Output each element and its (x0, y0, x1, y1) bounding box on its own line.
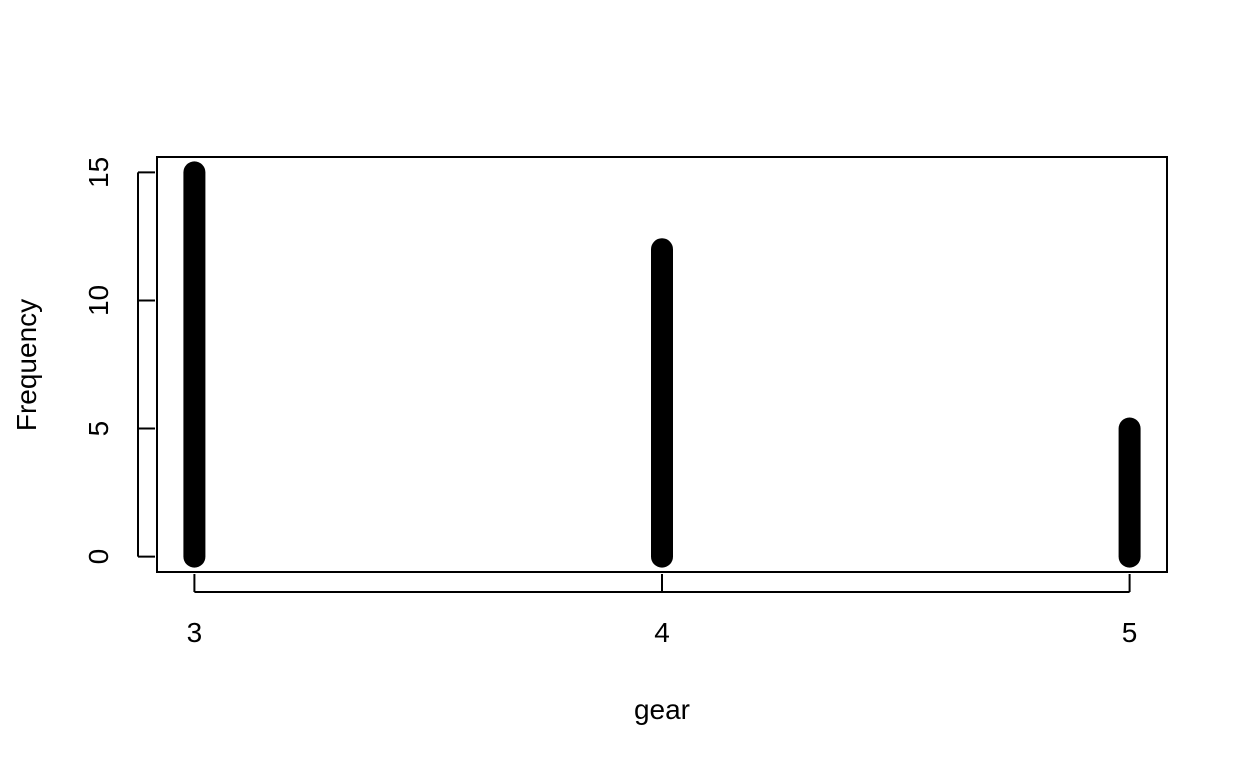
x-tick-label: 5 (1122, 617, 1138, 648)
x-axis: 3 4 5 (187, 574, 1138, 648)
x-tick-label: 3 (187, 617, 203, 648)
y-tick-label: 10 (83, 285, 114, 316)
y-axis-label: Frequency (11, 299, 42, 431)
y-tick-label: 5 (83, 421, 114, 437)
y-axis: 0 5 10 15 (83, 157, 155, 565)
x-axis-label: gear (634, 694, 690, 725)
x-tick-label: 4 (654, 617, 670, 648)
y-tick-label: 15 (83, 157, 114, 188)
plot-frame (156, 156, 1168, 573)
bar-series (183, 161, 1141, 568)
y-tick-label: 0 (83, 549, 114, 565)
